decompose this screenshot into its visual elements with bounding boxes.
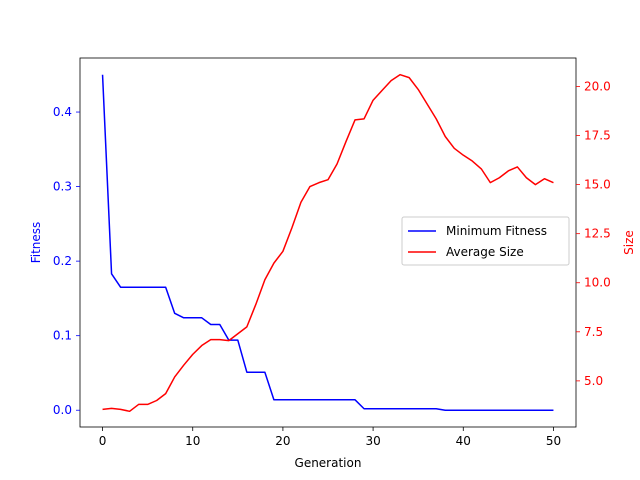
plot-frame — [79, 57, 577, 428]
left-y-tick-label: 0.1 — [53, 329, 72, 343]
left-y-tick-label: 0.2 — [53, 254, 72, 268]
left-y-tick-label: 0.3 — [53, 180, 72, 194]
right-y-tick-label: 15.0 — [584, 178, 611, 192]
series-line-minimum-fitness — [101, 74, 554, 411]
right-y-tick-label: 5.0 — [584, 374, 603, 388]
plot-area — [101, 73, 554, 413]
right-y-tick-label: 7.5 — [584, 325, 603, 339]
left-y-tick-label: 0.4 — [53, 105, 72, 119]
legend-label-average-size: Average Size — [446, 245, 524, 259]
axes: 0 10 20 30 40 50 0.0 0.1 0.2 0.3 0.4 5.0 7.5 10.0 12.5… — [53, 57, 611, 448]
x-tick-label: 0 — [99, 434, 107, 448]
x-tick-label: 40 — [456, 434, 471, 448]
right-y-axis-label: Size — [622, 230, 636, 255]
right-y-tick-label: 12.5 — [584, 227, 611, 241]
series-line-average-size — [102, 73, 554, 413]
x-tick-label: 30 — [365, 434, 380, 448]
x-axis-label: Generation — [295, 456, 362, 470]
left-y-axis-label: Fitness — [29, 222, 43, 264]
x-tick-label: 10 — [185, 434, 200, 448]
right-y-tick-label: 20.0 — [584, 79, 611, 93]
right-y-tick-label: 10.0 — [584, 276, 611, 290]
legend: Minimum Fitness Average Size — [401, 216, 570, 266]
x-tick-label: 20 — [275, 434, 290, 448]
legend-label-minimum-fitness: Minimum Fitness — [446, 224, 547, 238]
right-y-tick-label: 17.5 — [584, 129, 611, 143]
x-tick-label: 50 — [546, 434, 561, 448]
left-y-tick-label: 0.0 — [53, 403, 72, 417]
legend-box — [401, 216, 570, 266]
